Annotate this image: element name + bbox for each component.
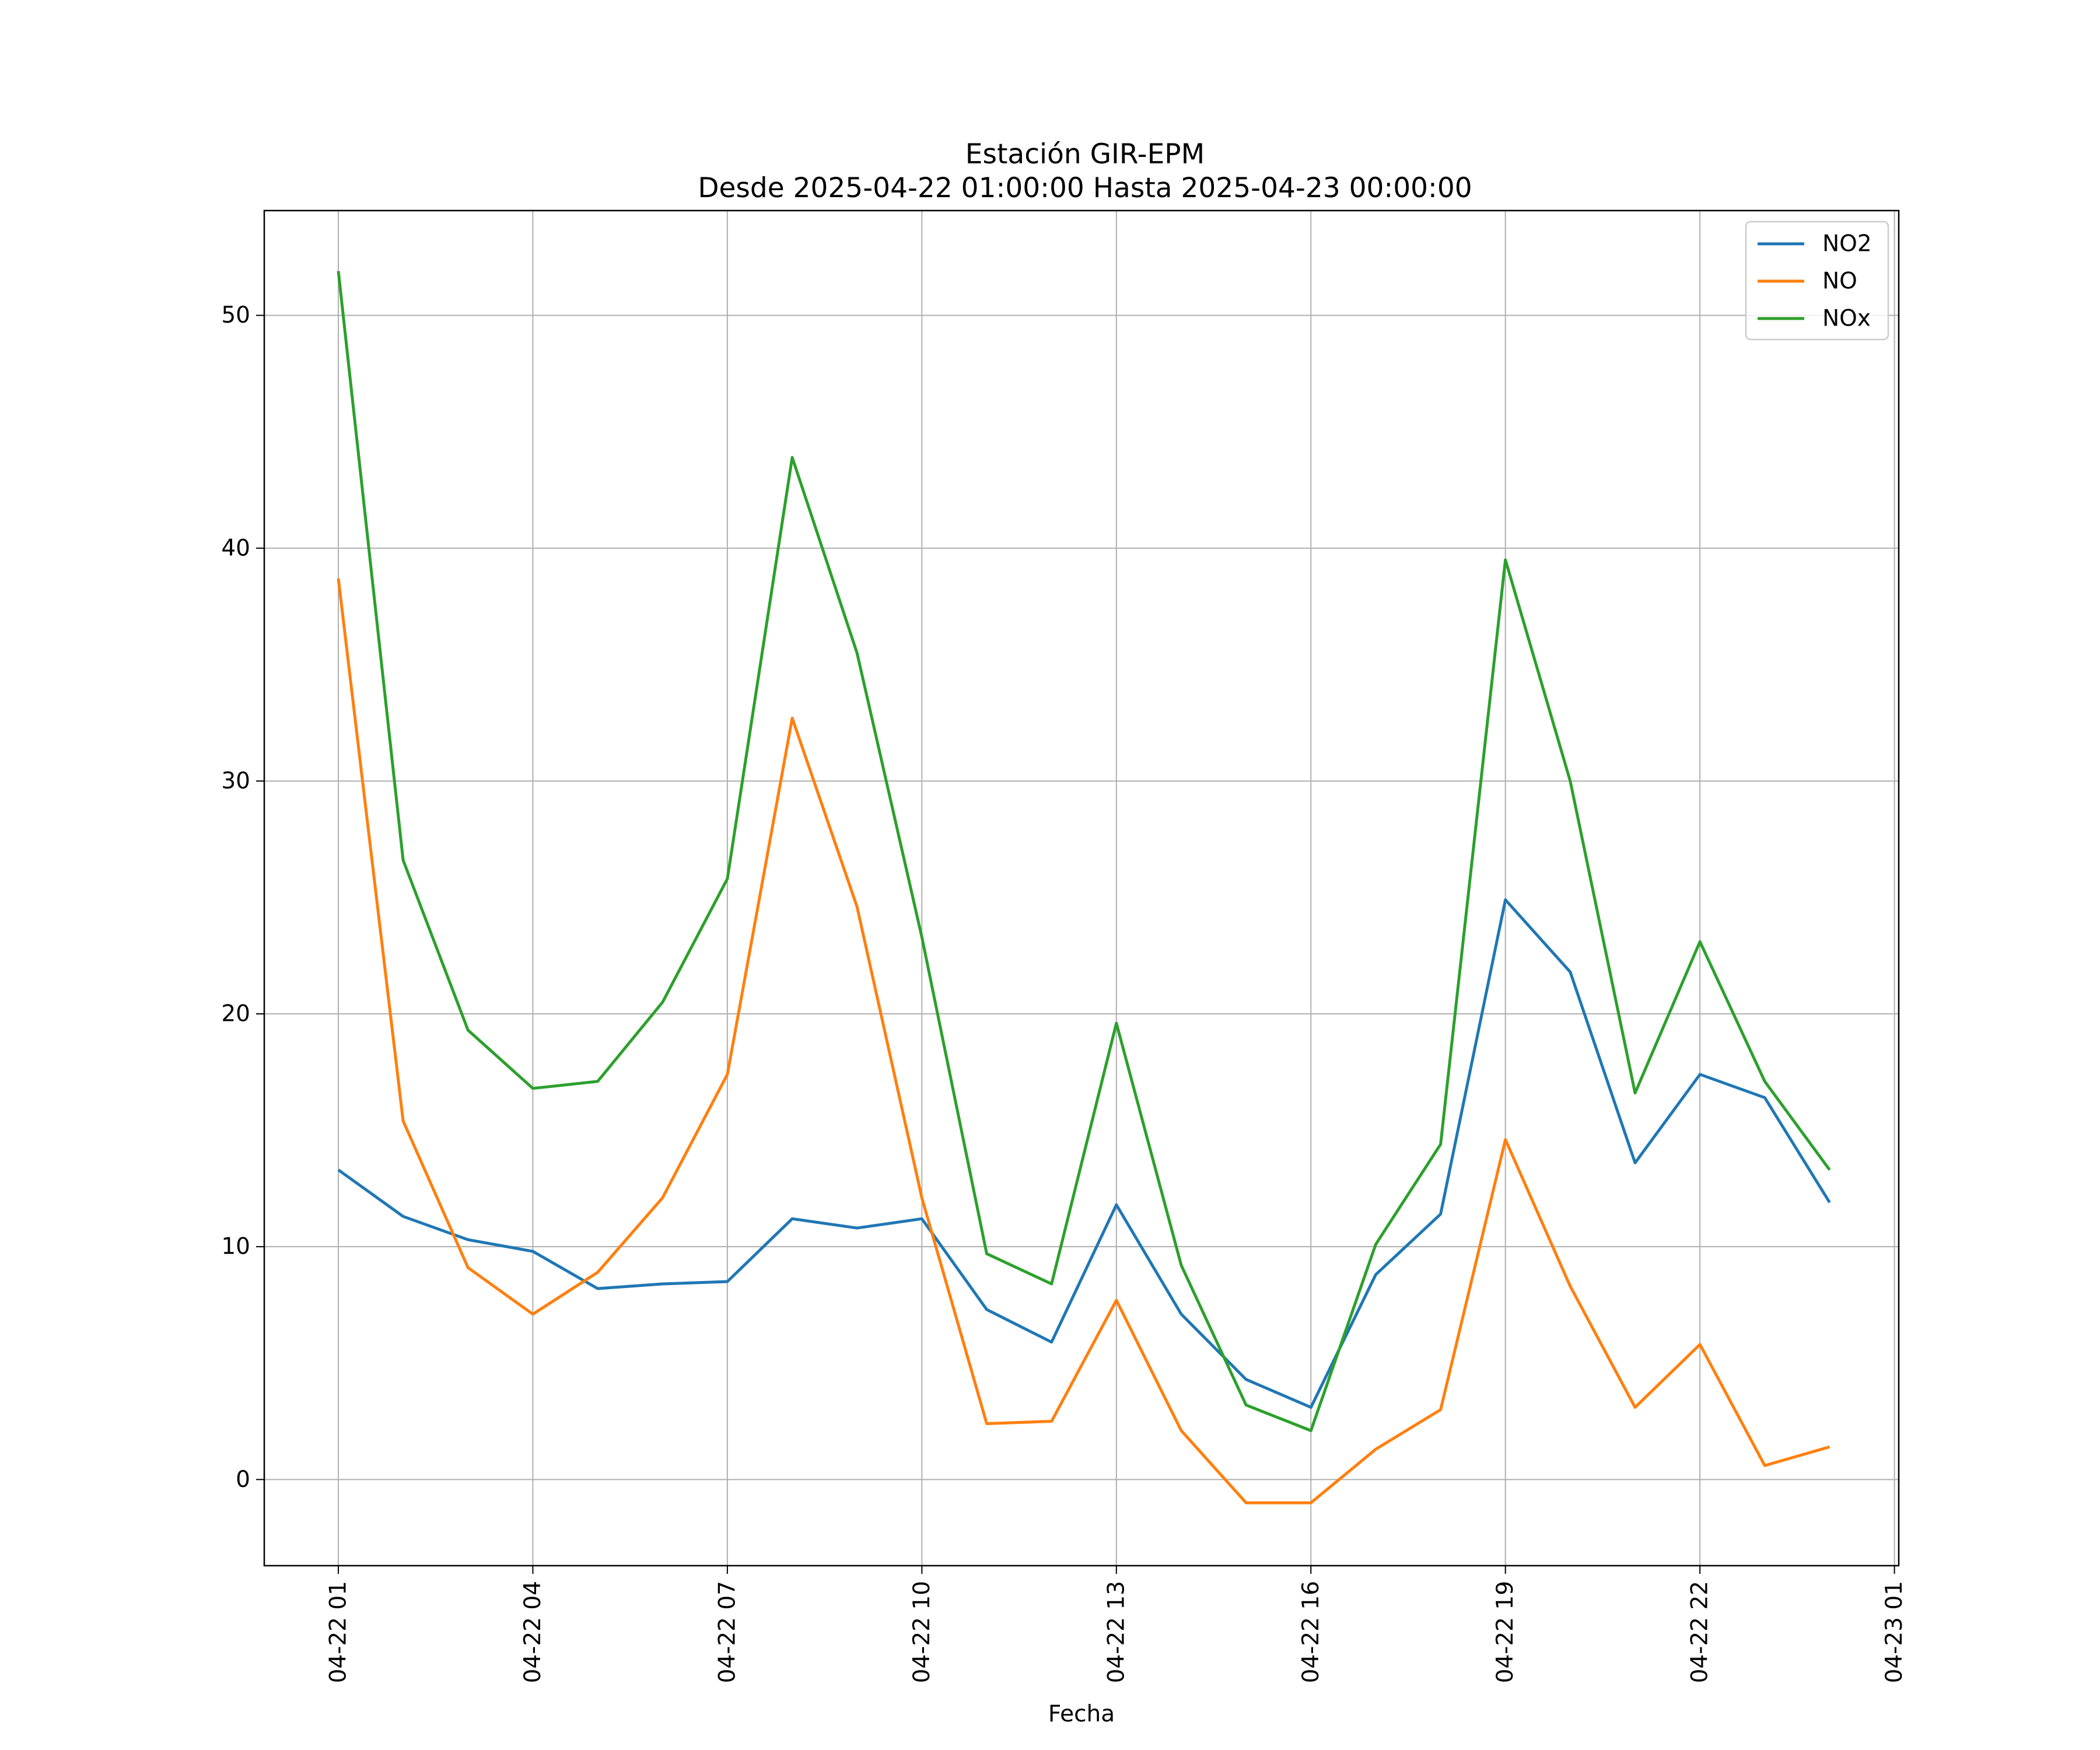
x-tick-label: 04-22 22 bbox=[1687, 1581, 1713, 1683]
x-tick-label: 04-22 04 bbox=[520, 1581, 546, 1683]
plot-frame bbox=[263, 209, 1900, 1567]
y-tick-label: 20 bbox=[221, 1001, 250, 1027]
y-axis-ticks: 0 10 20 30 40 50 bbox=[221, 302, 264, 1493]
chart-title-line2: Desde 2025-04-22 01:00:00 Hasta 2025-04-… bbox=[698, 172, 1472, 204]
x-tick-label: 04-22 10 bbox=[909, 1581, 935, 1683]
x-axis-label: Fecha bbox=[1048, 1701, 1115, 1727]
chart-title: Estación GIR-EPM Desde 2025-04-22 01:00:… bbox=[698, 138, 1472, 204]
legend: NO2 NO NOx bbox=[1745, 220, 1889, 341]
x-tick-label: 04-23 01 bbox=[1881, 1581, 1908, 1683]
legend-label-nox: NOx bbox=[1822, 306, 1871, 332]
legend-label-no: NO bbox=[1822, 268, 1857, 295]
x-tick-label: 04-22 13 bbox=[1103, 1581, 1129, 1683]
y-tick-label: 10 bbox=[221, 1234, 250, 1260]
series-line-nox bbox=[337, 271, 1831, 1432]
x-tick-label: 04-22 19 bbox=[1492, 1581, 1518, 1683]
chart-title-line1: Estación GIR-EPM bbox=[965, 138, 1205, 170]
y-tick-label: 0 bbox=[236, 1466, 250, 1493]
legend-label-no2: NO2 bbox=[1822, 231, 1872, 257]
series-line-no2 bbox=[337, 898, 1831, 1409]
x-tick-label: 04-22 16 bbox=[1298, 1581, 1324, 1683]
y-tick-label: 50 bbox=[221, 302, 250, 328]
grid-lines bbox=[264, 211, 1899, 1566]
legend-box bbox=[1745, 220, 1889, 341]
x-tick-label: 04-22 01 bbox=[326, 1581, 352, 1683]
x-axis-ticks: 04-22 01 04-22 04 04-22 07 04-22 10 04-22 13… bbox=[326, 1566, 1908, 1683]
y-tick-label: 40 bbox=[221, 535, 250, 561]
y-tick-label: 30 bbox=[221, 768, 250, 794]
x-tick-label: 04-22 07 bbox=[714, 1581, 740, 1683]
series-lines bbox=[337, 271, 1831, 1504]
series-line-no bbox=[337, 578, 1831, 1504]
